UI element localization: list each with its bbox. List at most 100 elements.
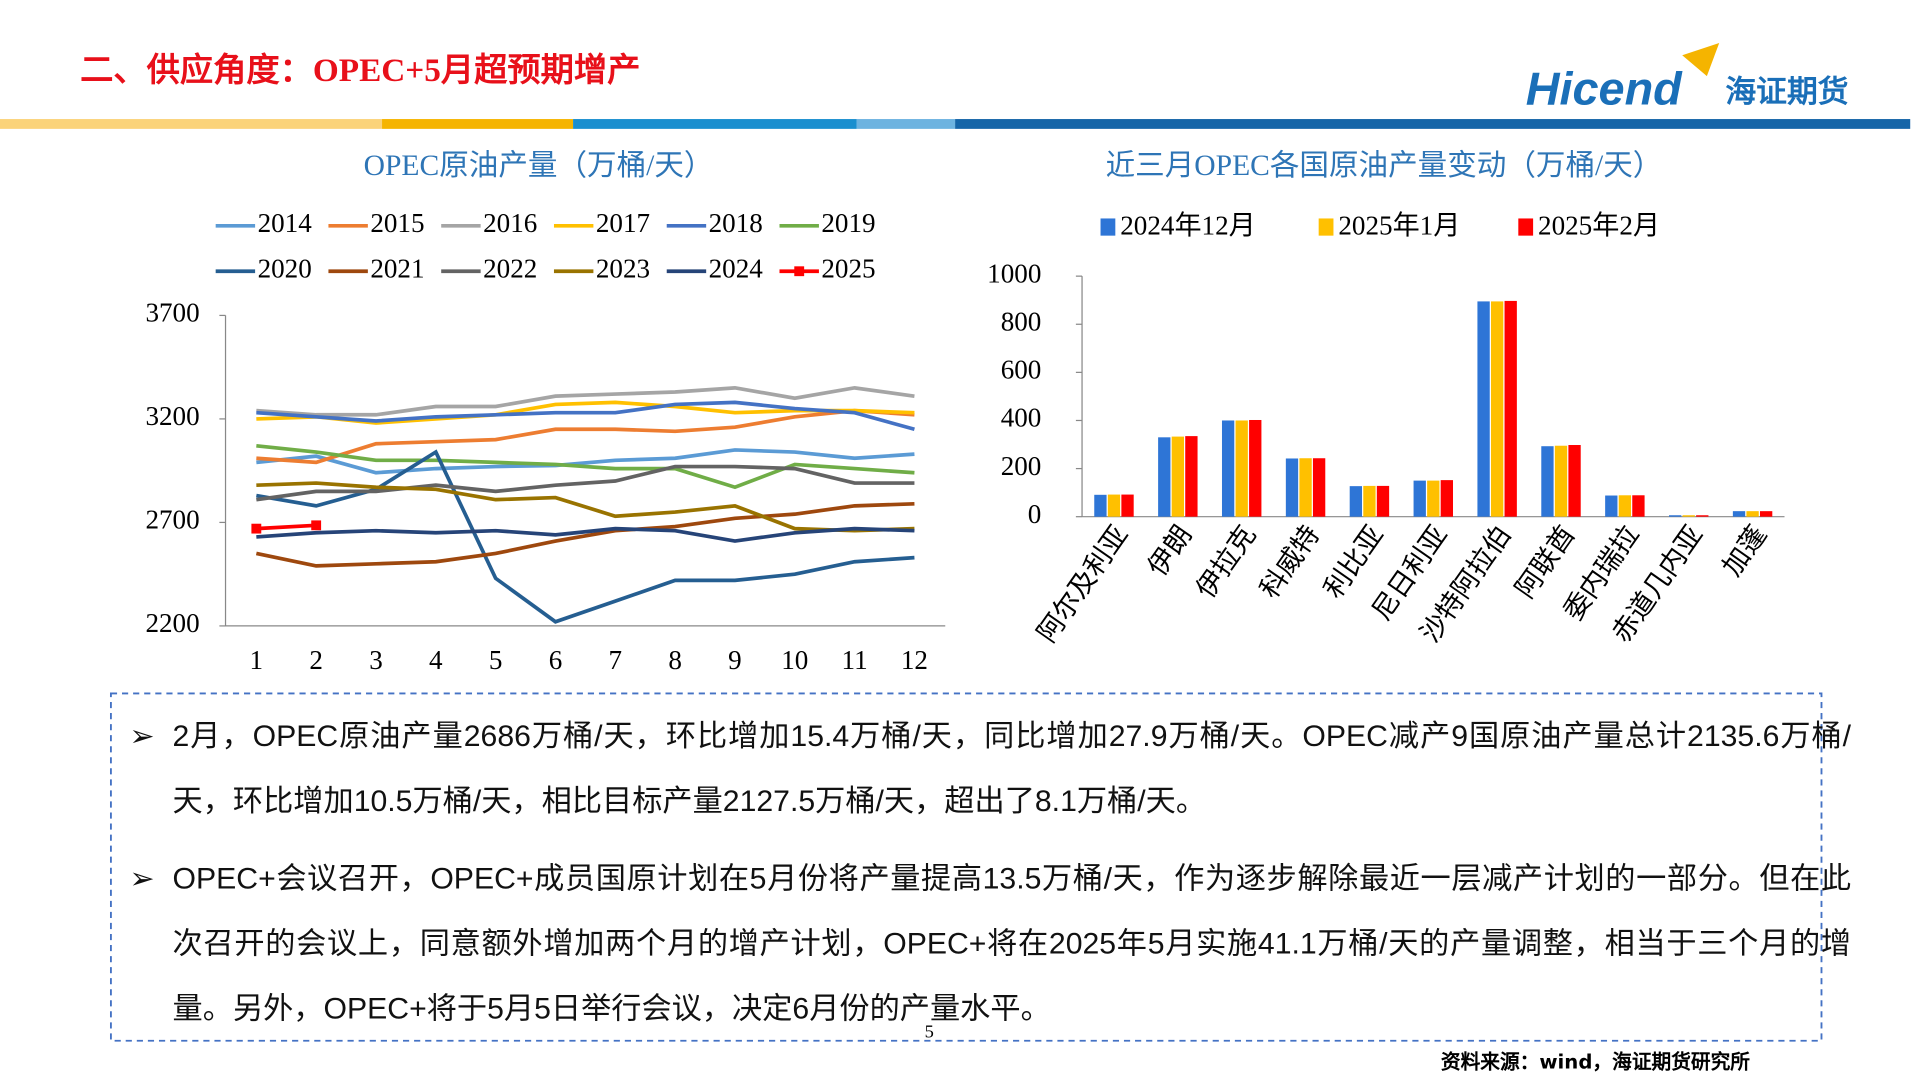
legend-swatch xyxy=(1518,218,1534,236)
header-bar xyxy=(573,119,857,129)
bar xyxy=(1376,485,1390,517)
logo: Hicend xyxy=(1526,62,1684,114)
bar xyxy=(1285,458,1299,517)
legend-label: 2025年2月 xyxy=(1538,211,1660,241)
bar xyxy=(1363,485,1376,517)
bar xyxy=(1312,458,1326,517)
x-tick-label: 1 xyxy=(250,645,264,675)
series-line xyxy=(256,400,915,432)
y-tick-label: 200 xyxy=(1001,451,1042,481)
y-tick-label: 2700 xyxy=(145,505,199,535)
bar xyxy=(1746,511,1759,517)
bar xyxy=(1221,420,1235,517)
bar xyxy=(1632,495,1645,517)
text-box xyxy=(109,692,1823,1042)
bar xyxy=(1158,437,1171,517)
legend-label: 2020 xyxy=(258,253,312,283)
legend-swatch xyxy=(1100,218,1116,236)
legend-label: 2019 xyxy=(821,208,875,238)
series-line xyxy=(256,481,915,533)
x-tick-label: 7 xyxy=(609,645,623,675)
legend-label: 2023 xyxy=(596,253,650,283)
chart-title: 近三月OPEC各国原油产量变动（万桶/天） xyxy=(1106,149,1663,182)
legend-label: 2015 xyxy=(370,208,424,238)
legend-label: 2024 xyxy=(709,253,764,283)
bar xyxy=(1759,511,1773,517)
y-tick-label: 800 xyxy=(1001,306,1042,336)
bar xyxy=(1682,515,1695,517)
bar xyxy=(1413,480,1426,517)
x-tick-label: 伊拉克 xyxy=(1190,520,1261,604)
bar xyxy=(1249,419,1262,517)
bar xyxy=(1568,445,1581,517)
header-bar xyxy=(856,119,956,129)
y-tick-label: 0 xyxy=(1028,499,1042,529)
bullet: ➢ 2月，OPEC原油产量2686万桶/天，环比增加15.4万桶/天，同比增加27… xyxy=(129,720,1852,819)
header-bar xyxy=(955,119,1911,129)
series-line xyxy=(256,464,915,502)
bar xyxy=(1121,494,1134,517)
y-tick-label: 2200 xyxy=(145,608,199,638)
bar xyxy=(1732,511,1746,517)
x-tick-label: 9 xyxy=(728,645,742,675)
bar xyxy=(1299,458,1312,517)
x-tick-label: 3 xyxy=(369,645,383,675)
bullet: ➢ OPEC+会议召开，OPEC+成员国原计划在5月份将产量提高13.5万桶/天，… xyxy=(129,862,1852,1027)
bar xyxy=(1696,515,1709,517)
page-number: 5 xyxy=(925,1022,934,1042)
slide-title: 二、供应角度：OPEC+5月超预期增产 xyxy=(80,51,640,89)
logo-mark xyxy=(1682,42,1720,77)
legend-label: 2016 xyxy=(483,208,537,238)
series-line xyxy=(256,448,915,475)
legend-label: 2025 xyxy=(821,253,875,283)
y-tick-label: 600 xyxy=(1001,355,1042,385)
bar xyxy=(1440,480,1453,517)
series-line xyxy=(256,526,915,543)
point-marker xyxy=(251,523,262,534)
legend-label: 2022 xyxy=(483,253,537,283)
bullet-text: 2月，OPEC原油产量2686万桶/天，环比增加15.4万桶/天，同比增加27.… xyxy=(172,720,1852,819)
bar xyxy=(1669,515,1682,517)
bar xyxy=(1235,420,1248,517)
series-line xyxy=(255,501,915,568)
bar xyxy=(1554,445,1568,517)
x-tick-label: 加蓬 xyxy=(1717,520,1773,581)
legend-label: 2024年12月 xyxy=(1120,211,1256,241)
bar xyxy=(1185,436,1198,517)
bar xyxy=(1477,301,1490,517)
series-line xyxy=(256,408,915,465)
x-tick-label: 8 xyxy=(668,645,682,675)
x-tick-label: 6 xyxy=(549,645,563,675)
x-tick-label: 2 xyxy=(309,645,323,675)
x-tick-label: 4 xyxy=(429,645,443,675)
source: 资料来源：wind，海证期货研究所 xyxy=(1441,1050,1750,1073)
y-tick-label: 3700 xyxy=(145,298,199,328)
legend-label: 2014 xyxy=(258,208,313,238)
y-tick-label: 1000 xyxy=(987,258,1041,288)
legend-label: 2018 xyxy=(709,208,763,238)
x-tick-label: 10 xyxy=(781,645,808,675)
bar xyxy=(1427,480,1440,517)
legend-label: 2025年1月 xyxy=(1338,211,1460,241)
x-tick-label: 伊朗 xyxy=(1142,520,1198,581)
header-bar xyxy=(0,119,383,129)
bar xyxy=(1618,495,1632,517)
x-tick-label: 阿尔及利亚 xyxy=(1031,520,1133,648)
bar xyxy=(1605,495,1618,517)
bar xyxy=(1094,494,1107,517)
series-line xyxy=(256,443,915,490)
x-tick-label: 11 xyxy=(842,645,868,675)
x-tick-label: 5 xyxy=(489,645,503,675)
bullet-text: OPEC+会议召开，OPEC+成员国原计划在5月份将产量提高13.5万桶/天，作… xyxy=(172,862,1852,1027)
bar xyxy=(1504,300,1517,517)
y-tick-label: 3200 xyxy=(145,401,199,431)
header-bar xyxy=(382,119,574,129)
x-tick-label: 科威特 xyxy=(1254,520,1325,604)
point-marker xyxy=(311,520,322,531)
bar xyxy=(1541,446,1554,517)
series-line xyxy=(256,386,915,417)
y-tick-label: 400 xyxy=(1001,403,1042,433)
